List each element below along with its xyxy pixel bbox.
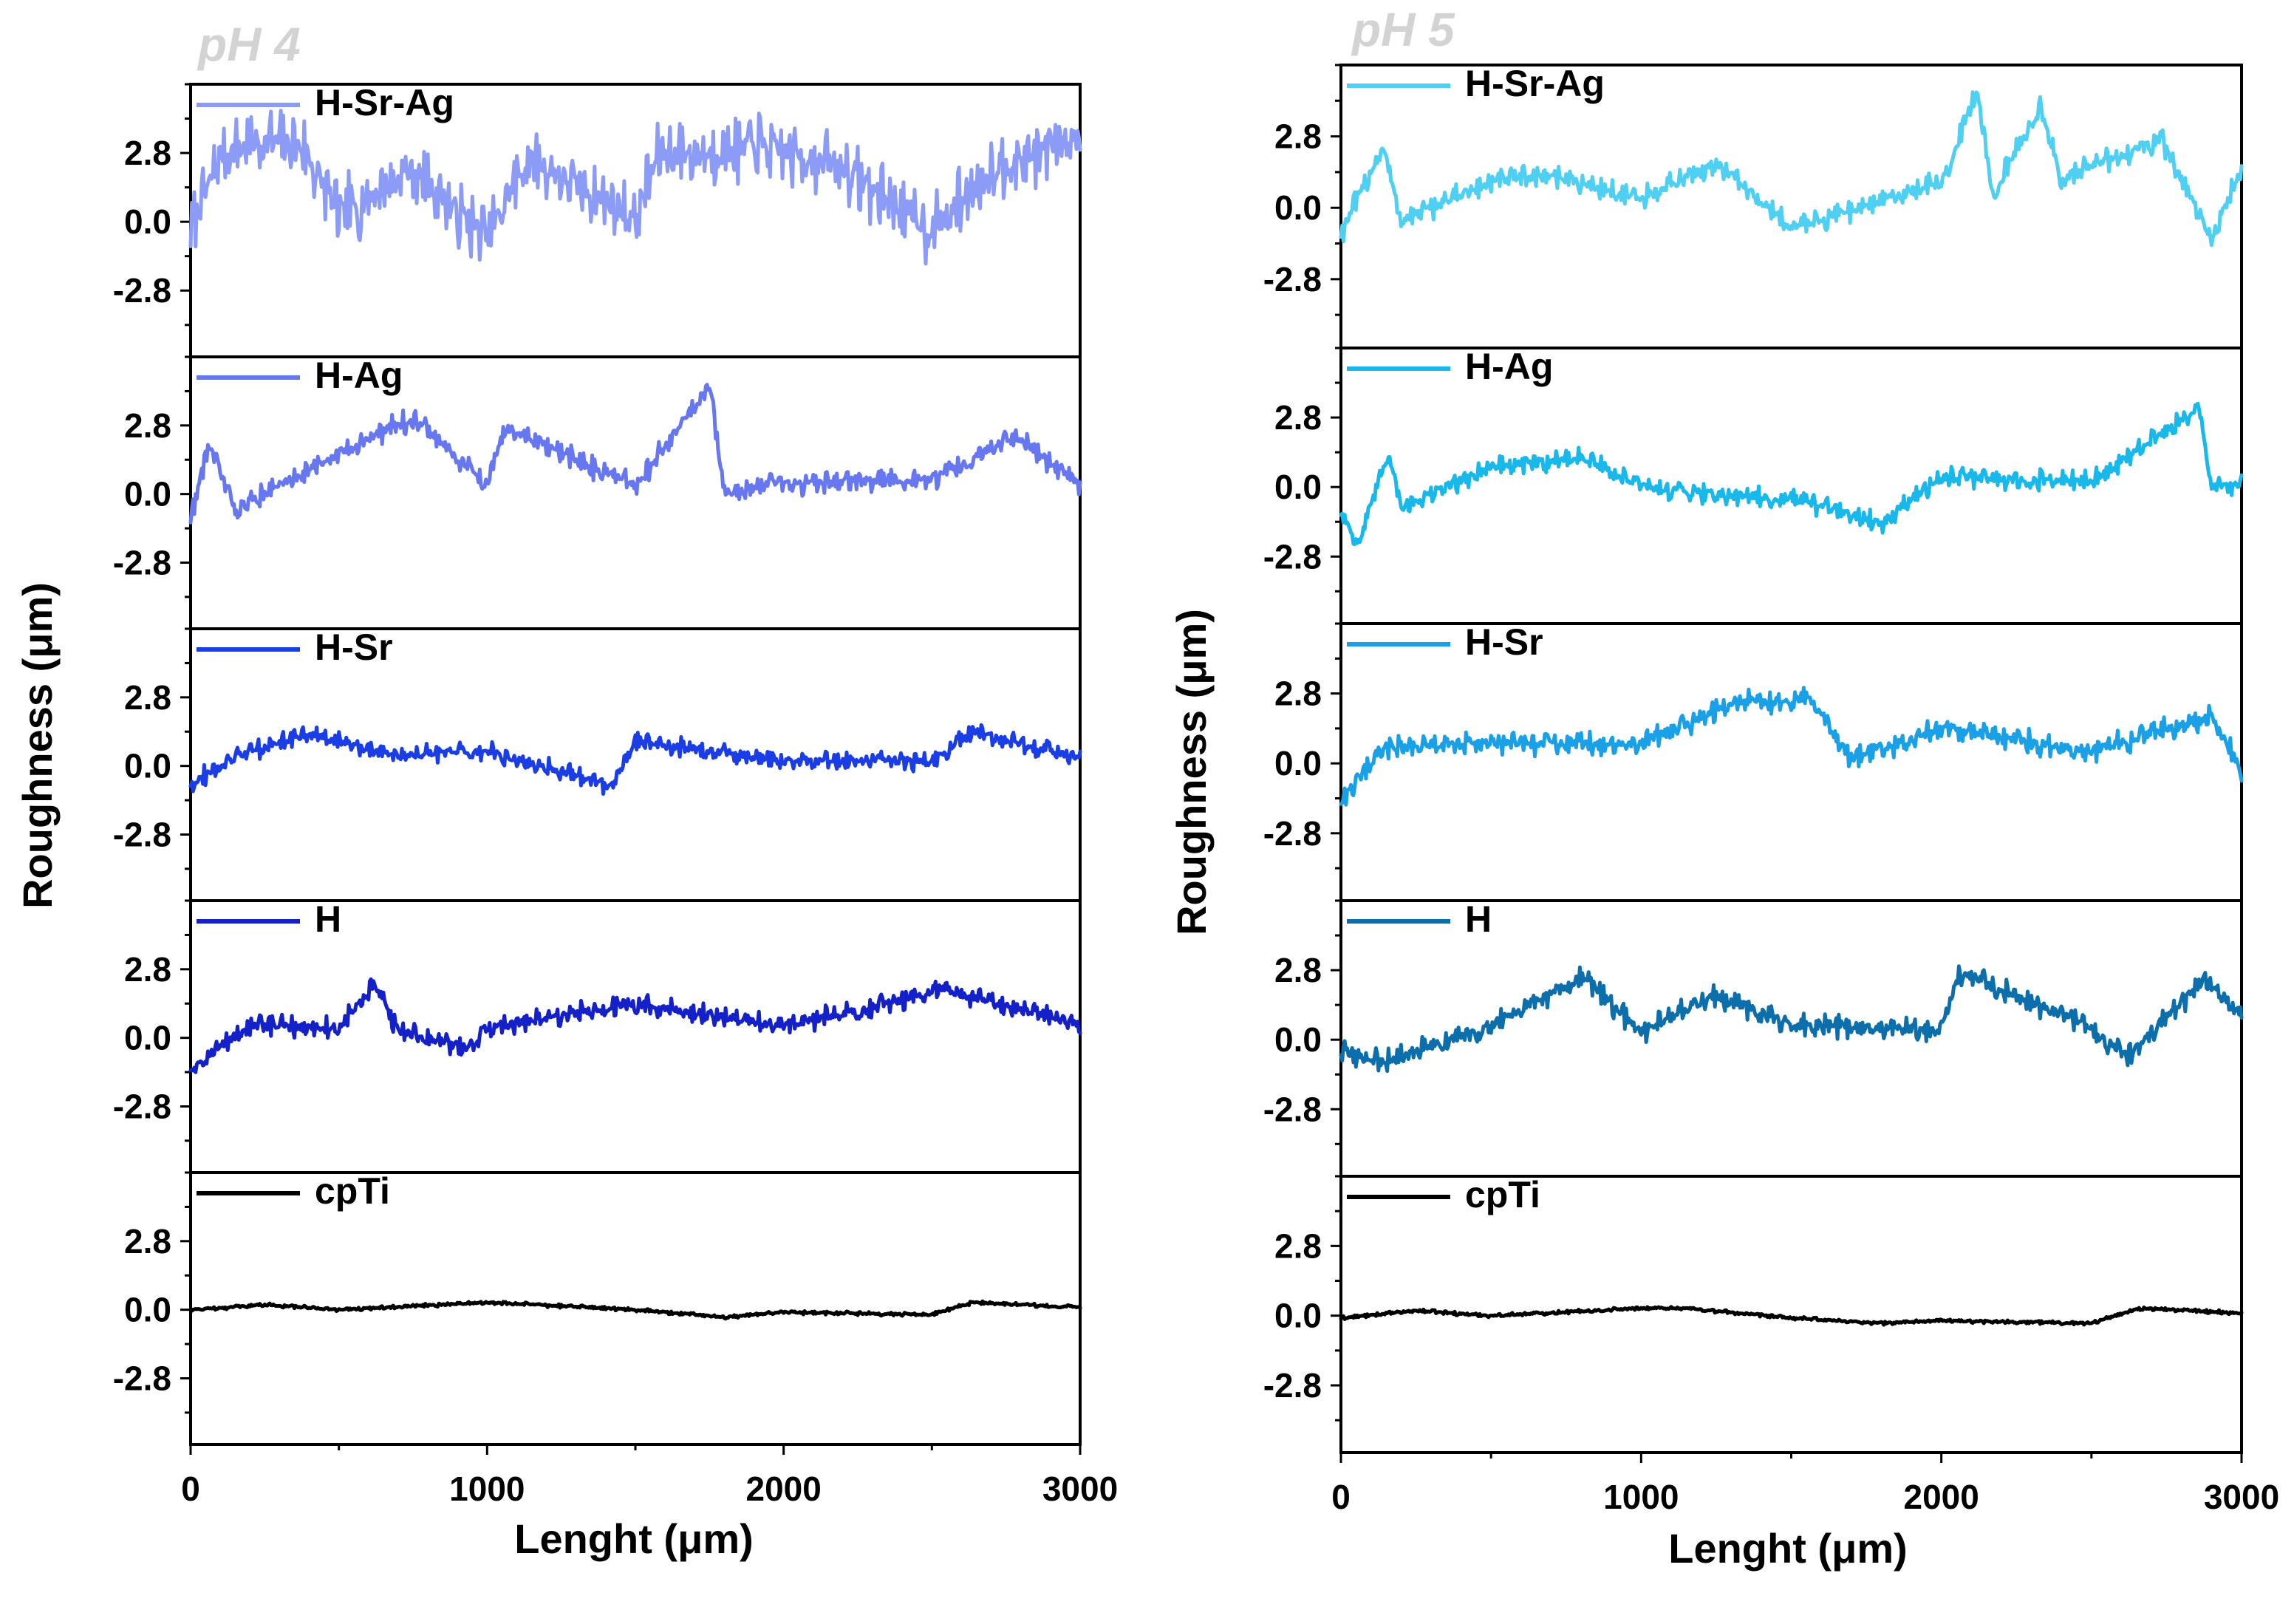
y-tick-label: -2.8 <box>113 271 171 310</box>
y-tick-label: -2.8 <box>1263 1090 1322 1128</box>
y-tick-label: 2.8 <box>1274 675 1322 713</box>
legend-label: H-Ag <box>1465 346 1553 387</box>
y-tick-label: 2.8 <box>124 406 171 445</box>
subplot-frame <box>1339 622 2243 902</box>
series-line-h <box>1339 964 2244 1074</box>
subplot-h-ag: 2.8 0.0 -2.8 H-Ag <box>113 355 1082 630</box>
ph4-y-axis-label: Roughness (μm) <box>14 582 61 909</box>
subplot-frame <box>1339 347 2243 625</box>
y-tick-label: 2.8 <box>124 134 171 172</box>
y-tick-label: 2.8 <box>1274 117 1322 156</box>
legend-label: H <box>1465 898 1492 940</box>
x-tick-label: 2000 <box>1903 1478 1979 1516</box>
y-tick-label: 0.0 <box>124 747 171 785</box>
legend-label: cpTi <box>1465 1174 1540 1215</box>
panel-ph4: pH 4 2.8 0.0 -2.8 H-Sr-Ag 2.8 0.0 -2.8 H-Ag 2.8 0… <box>14 18 1118 1562</box>
y-tick-label: 2.8 <box>124 1222 171 1260</box>
series-line-h <box>188 977 1082 1074</box>
legend-label: H-Sr-Ag <box>315 82 454 123</box>
series-line-h-sr-ag <box>188 109 1082 266</box>
y-tick-label: 0.0 <box>1274 188 1322 227</box>
legend-label: H <box>315 898 341 940</box>
legend-label: H-Sr <box>1465 621 1543 663</box>
y-tick-label: 0.0 <box>124 1019 171 1057</box>
y-tick-label: 0.0 <box>124 1291 171 1329</box>
series-line-cpti <box>1339 1305 2244 1327</box>
x-tick-label: 3000 <box>2204 1478 2279 1516</box>
y-tick-label: -2.8 <box>113 543 171 581</box>
y-tick-label: -2.8 <box>1263 814 1322 853</box>
y-tick-label: 0.0 <box>1274 744 1322 782</box>
x-axis: 0 1000 2000 3000 <box>181 1444 1118 1508</box>
x-tick-label: 0 <box>181 1470 200 1508</box>
y-tick-label: 2.8 <box>1274 398 1322 437</box>
panel-ph5: pH 5 2.8 0.0 -2.8 H-Sr-Ag 2.8 0.0 -2.8 H-Ag 2.8 0… <box>1168 3 2279 1572</box>
x-tick-label: 3000 <box>1042 1470 1118 1508</box>
subplot-h-sr-ag: 2.8 0.0 -2.8 H-Sr-Ag <box>1263 63 2244 349</box>
x-tick-label: 0 <box>1331 1478 1351 1516</box>
y-tick-label: 2.8 <box>124 950 171 989</box>
y-tick-label: 0.0 <box>1274 468 1322 506</box>
legend-label: H-Sr <box>315 627 393 668</box>
y-tick-label: 0.0 <box>124 475 171 514</box>
y-tick-label: -2.8 <box>113 1359 171 1397</box>
series-line-h-sr <box>188 723 1082 796</box>
x-tick-label: 2000 <box>745 1470 821 1508</box>
subplot-cpti: 2.8 0.0 -2.8 cpTi <box>113 1170 1082 1446</box>
series-line-h-sr <box>1339 686 2244 807</box>
subplot-h-sr: 2.8 0.0 -2.8 H-Sr <box>1263 621 2244 902</box>
subplot-h: 2.8 0.0 -2.8 H <box>113 898 1082 1174</box>
y-tick-label: 2.8 <box>1274 951 1322 989</box>
ph4-subplots: 2.8 0.0 -2.8 H-Sr-Ag 2.8 0.0 -2.8 H-Ag 2.8 0.0 -2.… <box>113 82 1118 1508</box>
ph5-y-axis-label: Roughness (μm) <box>1168 609 1215 935</box>
x-tick-label: 1000 <box>449 1470 525 1508</box>
series-line-cpti <box>188 1299 1082 1321</box>
legend-label: cpTi <box>315 1170 390 1212</box>
y-tick-label: -2.8 <box>1263 1366 1322 1405</box>
legend-label: H-Ag <box>315 355 403 396</box>
series-line-h-ag <box>1339 401 2244 547</box>
y-tick-label: 0.0 <box>1274 1020 1322 1059</box>
y-tick-label: 0.0 <box>1274 1297 1322 1335</box>
subplot-cpti: 2.8 0.0 -2.8 cpTi <box>1263 1174 2244 1454</box>
panel-title-ph4: pH 4 <box>197 18 301 71</box>
y-tick-label: -2.8 <box>1263 537 1322 576</box>
subplot-h-ag: 2.8 0.0 -2.8 H-Ag <box>1263 346 2244 625</box>
subplot-frame <box>189 627 1082 902</box>
subplot-frame <box>189 899 1082 1174</box>
panel-title-ph5: pH 5 <box>1351 3 1455 56</box>
series-line-h-sr-ag <box>1339 90 2244 248</box>
y-tick-label: -2.8 <box>1263 260 1322 298</box>
y-tick-label: 0.0 <box>124 202 171 241</box>
ph5-x-axis-label: Lenght (μm) <box>1668 1525 1908 1572</box>
y-tick-label: -2.8 <box>113 815 171 853</box>
subplot-h-sr-ag: 2.8 0.0 -2.8 H-Sr-Ag <box>113 82 1082 358</box>
x-axis: 0 1000 2000 3000 <box>1331 1453 2279 1516</box>
ph4-x-axis-label: Lenght (μm) <box>514 1515 754 1562</box>
subplot-h-sr: 2.8 0.0 -2.8 H-Sr <box>113 627 1082 902</box>
subplot-frame <box>1339 64 2243 349</box>
y-tick-label: 2.8 <box>1274 1226 1322 1265</box>
legend-label: H-Sr-Ag <box>1465 63 1605 104</box>
subplot-h: 2.8 0.0 -2.8 H <box>1263 898 2244 1178</box>
series-line-h-ag <box>188 383 1082 525</box>
x-tick-label: 1000 <box>1603 1478 1679 1516</box>
y-tick-label: -2.8 <box>113 1087 171 1125</box>
y-tick-label: 2.8 <box>124 678 171 717</box>
ph5-subplots: 2.8 0.0 -2.8 H-Sr-Ag 2.8 0.0 -2.8 H-Ag 2.8 0.0 -2.… <box>1263 63 2279 1516</box>
